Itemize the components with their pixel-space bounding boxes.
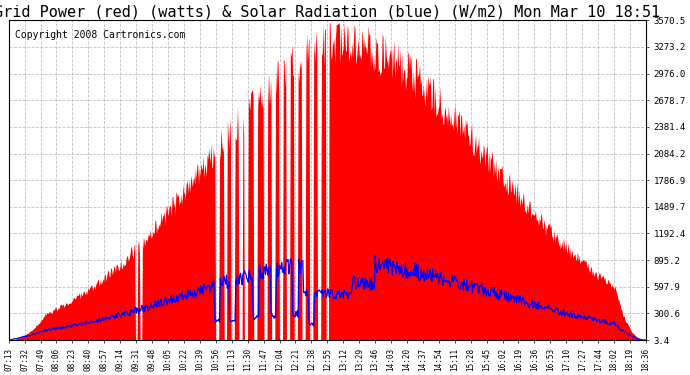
Title: Grid Power (red) (watts) & Solar Radiation (blue) (W/m2) Mon Mar 10 18:51: Grid Power (red) (watts) & Solar Radiati… — [0, 4, 660, 19]
Text: Copyright 2008 Cartronics.com: Copyright 2008 Cartronics.com — [15, 30, 186, 40]
